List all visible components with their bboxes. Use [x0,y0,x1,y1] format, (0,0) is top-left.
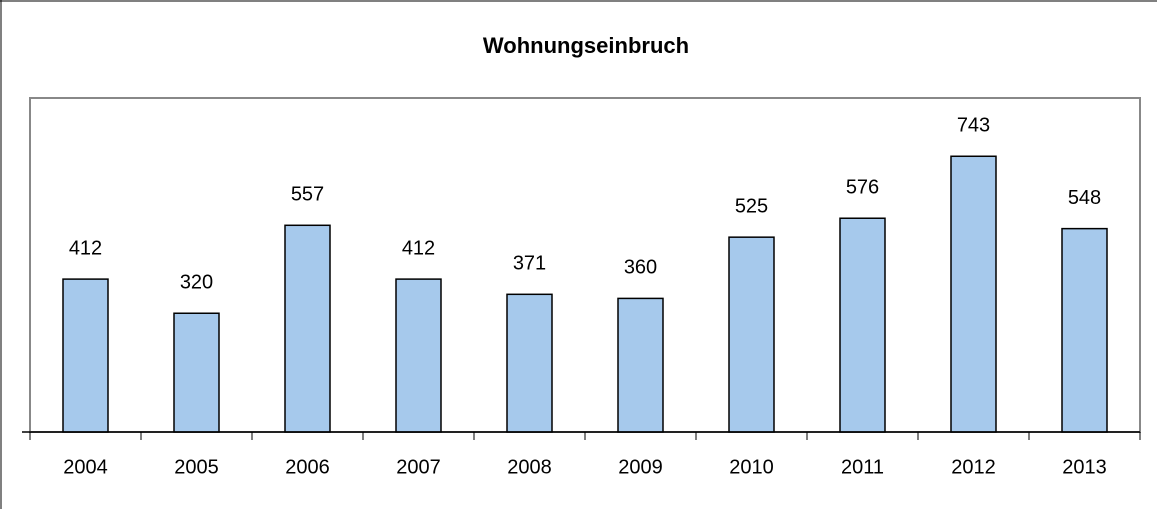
bar [950,155,997,433]
x-tick-label: 2005 [174,456,219,478]
chart-title: Wohnungseinbruch [483,33,689,58]
bar [728,236,775,433]
x-tick-label: 2012 [951,456,996,478]
x-tick-label: 2004 [63,456,108,478]
value-label: 320 [180,272,213,294]
bar [1061,227,1108,433]
bar [62,278,109,433]
x-tick-label: 2006 [285,456,330,478]
value-label: 743 [957,115,990,137]
bar [395,278,442,433]
value-label: 576 [846,177,879,199]
bar [284,224,331,433]
value-label: 548 [1068,187,1101,209]
bar [839,217,886,433]
x-tick-label: 2008 [507,456,552,478]
value-label: 360 [624,257,657,279]
x-tick-label: 2007 [396,456,441,478]
bar [617,297,664,433]
bar [506,293,553,433]
value-label: 371 [513,253,546,275]
x-tick-label: 2011 [841,456,884,478]
bar [173,312,220,433]
x-tick-label: 2009 [618,456,663,478]
value-label: 525 [735,195,768,217]
x-tick-label: 2013 [1062,456,1107,478]
value-label: 557 [291,184,324,206]
value-label: 412 [402,237,435,259]
value-label: 412 [69,237,102,259]
x-tick-label: 2010 [729,456,774,478]
